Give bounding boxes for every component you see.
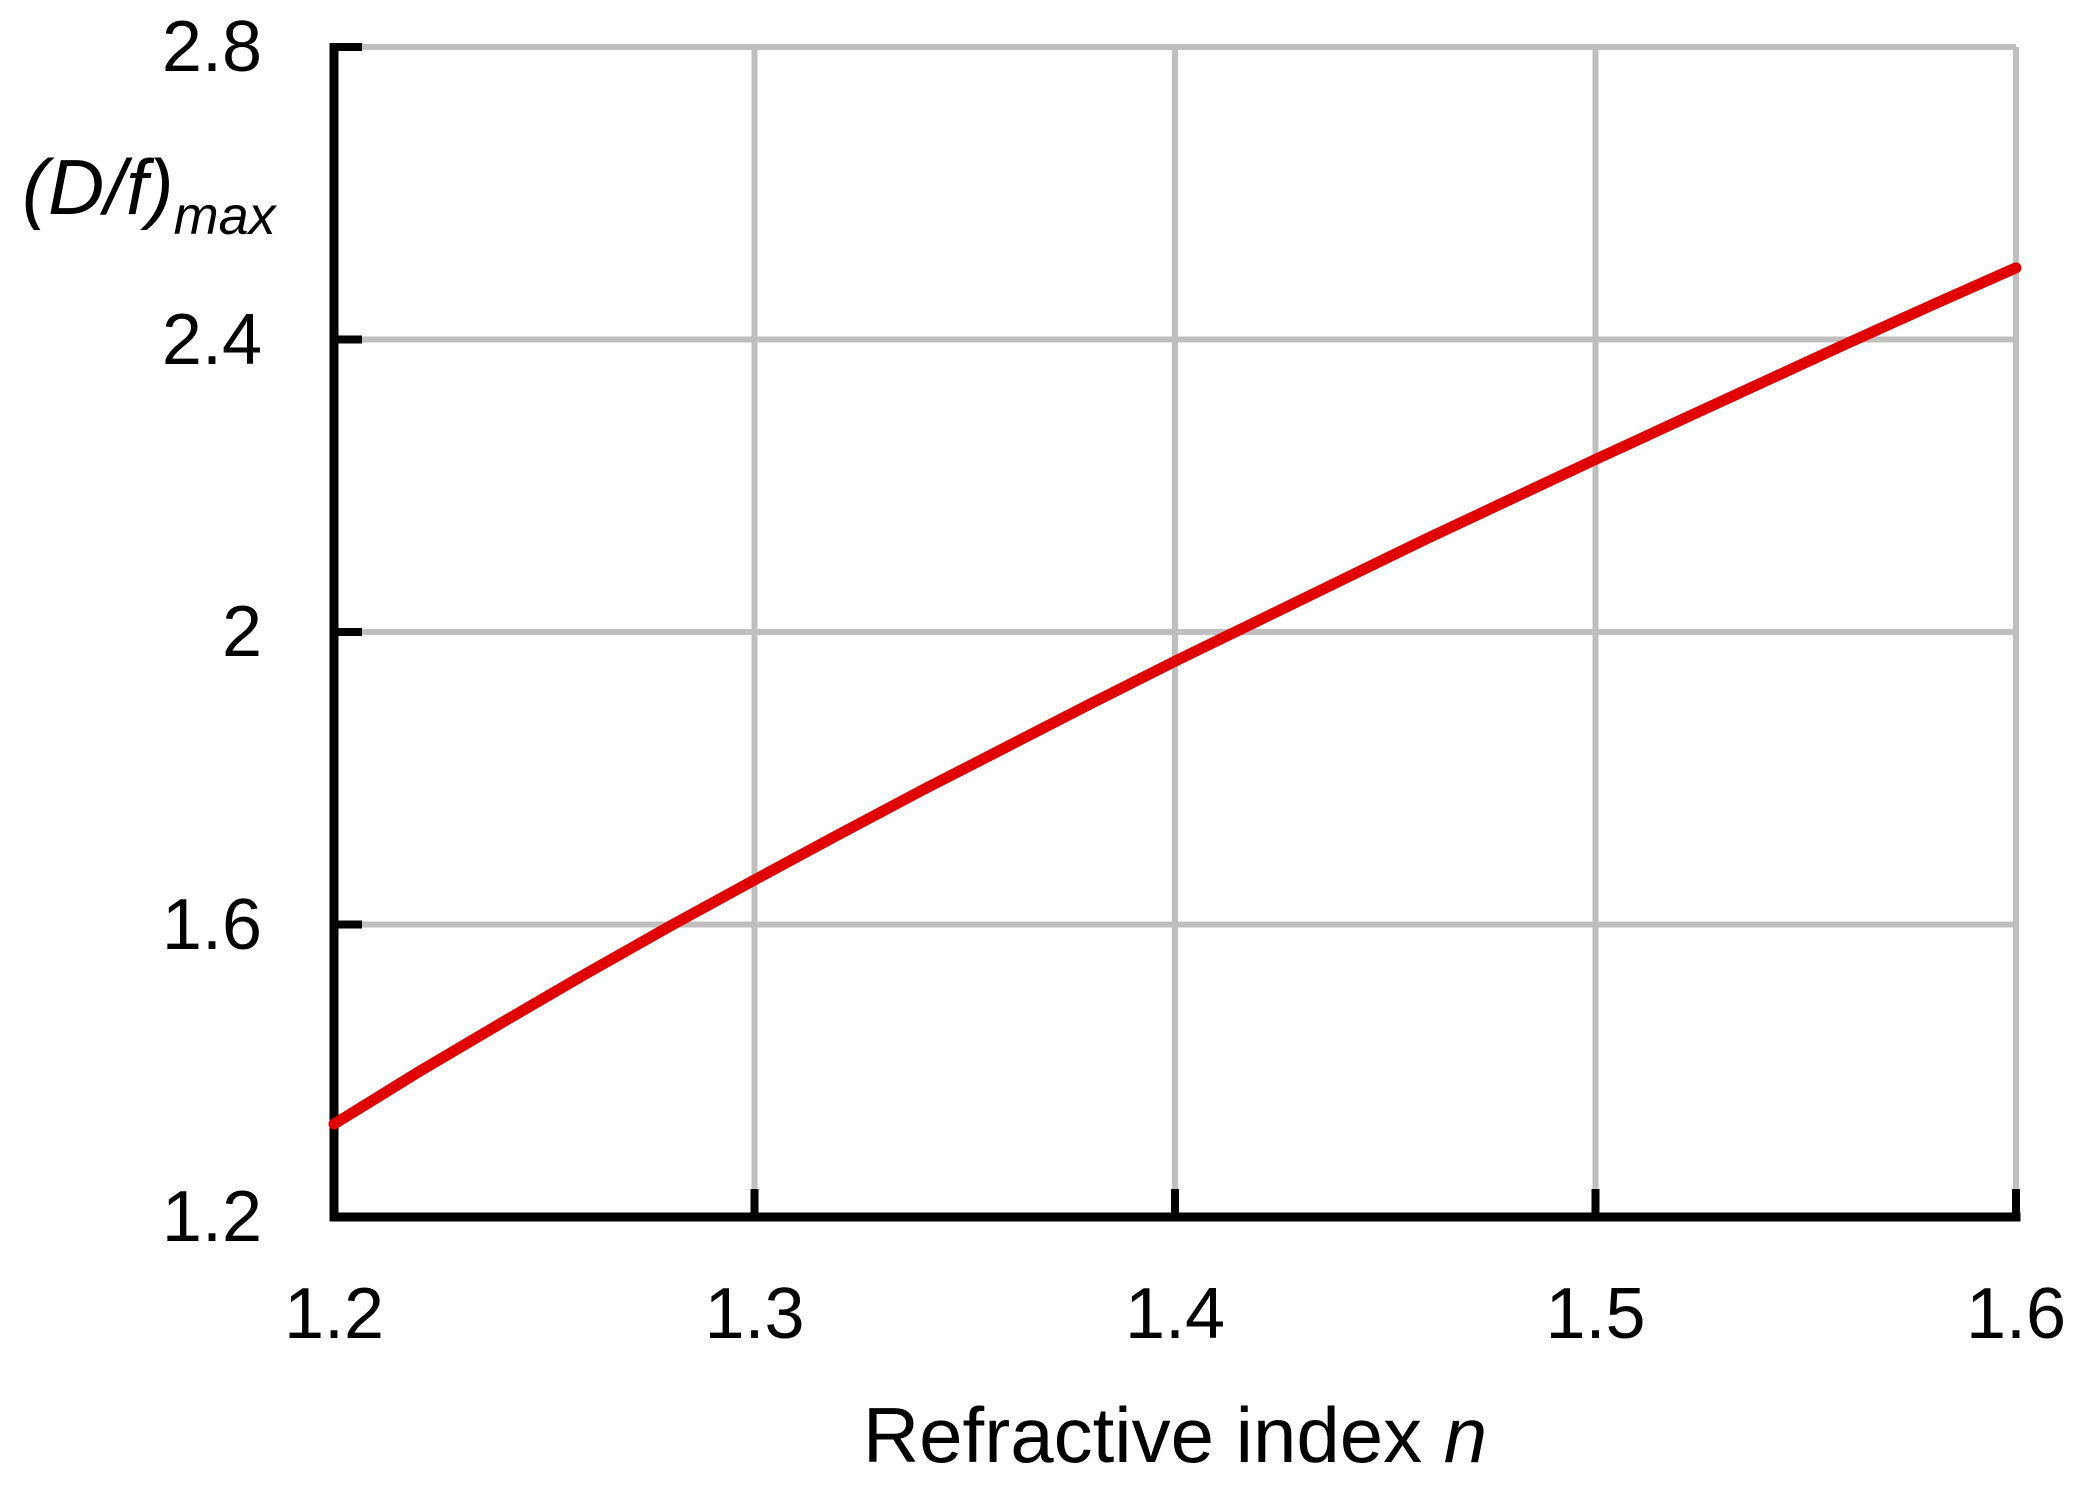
x-tick-label: 1.5: [1545, 1274, 1646, 1354]
series-line: [328, 262, 2022, 1130]
y-tick-label: 2: [221, 592, 262, 672]
x-axis-title: Refractive index n: [863, 1396, 1487, 1474]
y-tick-label: 2.4: [161, 299, 262, 380]
x-tick-label: 1.4: [1124, 1274, 1226, 1354]
x-axis-title-text: Refractive index: [862, 1391, 1444, 1479]
x-tick-label: 1.6: [1965, 1274, 2067, 1354]
y-tick-label: 2.8: [161, 7, 262, 87]
x-tick-label: 1.2: [283, 1274, 385, 1354]
y-tick-label: 1.6: [161, 884, 262, 965]
y-axis-title-subscript: max: [173, 186, 276, 246]
x-axis-title-symbol: n: [1443, 1391, 1488, 1479]
y-axis-title: (D/f)max: [22, 148, 276, 243]
y-axis-title-main: (D/f): [22, 143, 174, 231]
y-tick-label: 1.2: [161, 1177, 262, 1257]
x-tick-label: 1.3: [704, 1274, 805, 1354]
